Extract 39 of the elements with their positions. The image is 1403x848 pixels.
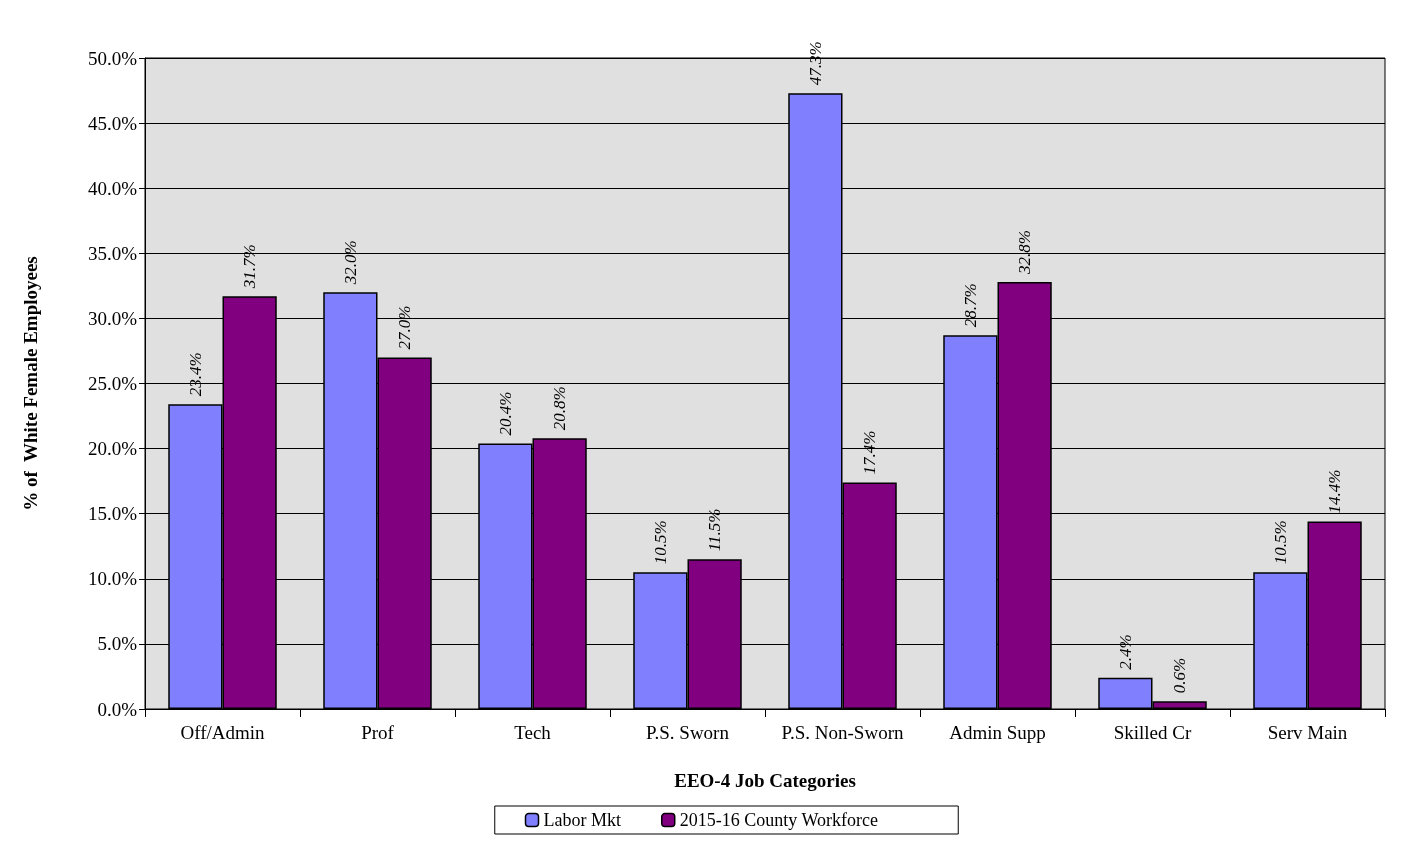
data-label: 23.4% [185,352,205,397]
data-label: 17.4% [860,430,880,475]
legend-label: Labor Mkt [543,810,621,830]
data-label: 47.3% [805,41,825,86]
x-tick-label: Off/Admin [180,722,266,743]
x-tick-label: P.S. Non-Sworn [781,722,904,743]
y-tick-label: 15.0% [87,503,138,525]
x-axis-title: EEO-4 Job Categories [674,770,856,791]
y-tick-label: 20.0% [87,438,138,460]
data-label: 11.5% [705,508,725,552]
data-label: 10.5% [650,520,670,565]
y-tick-label: 45.0% [87,112,138,134]
data-label: 20.4% [495,391,515,436]
data-label: 20.8% [550,386,570,431]
legend-label: 2015-16 County Workforce [679,810,878,830]
y-tick-label: 25.0% [87,373,138,394]
data-label: 14.4% [1325,469,1345,514]
x-tick-label: Serv Main [1267,722,1348,743]
data-label: 31.7% [240,244,260,290]
x-tick-label: Skilled Cr [1113,722,1192,743]
y-tick-label: 10.0% [87,568,138,590]
data-label: 0.6% [1170,657,1190,694]
x-tick-label: P.S. Sworn [646,722,730,743]
y-tick-label: 30.0% [87,307,138,329]
x-tick-label: Prof [361,722,395,743]
y-tick-label: 5.0% [97,633,138,655]
data-label: 28.7% [960,283,980,328]
data-label: 32.0% [340,240,360,286]
x-tick-label: Admin Supp [949,722,1046,743]
data-label: 27.0% [395,305,415,350]
y-axis-title: % of White Female Employees [20,256,41,511]
data-label: 32.8% [1015,230,1035,275]
x-tick-label: Tech [514,722,552,743]
y-tick-label: 35.0% [87,242,138,264]
y-tick-label: 50.0% [87,47,138,69]
data-label: 10.5% [1270,520,1290,565]
data-label: 2.4% [1115,634,1135,670]
y-tick-label: 40.0% [87,177,138,199]
y-tick-label: 0.0% [97,698,138,720]
